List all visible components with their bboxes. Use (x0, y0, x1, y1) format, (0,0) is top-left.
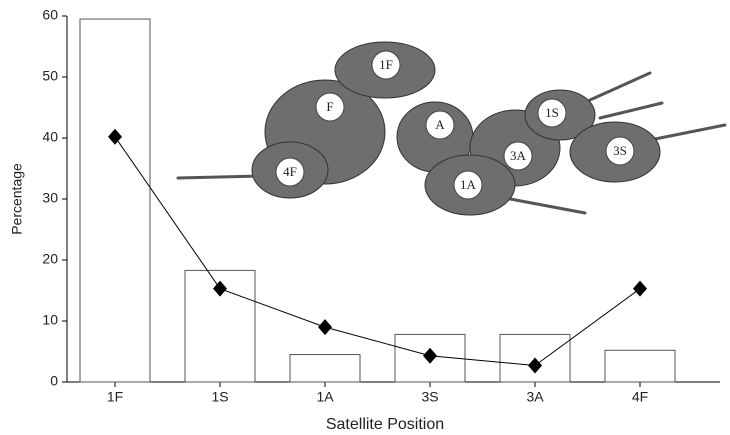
marker (423, 347, 437, 364)
bar (289, 354, 361, 383)
x-tick-label: 3A (526, 389, 544, 405)
x-tick-label: 4F (632, 389, 648, 405)
crab-tail (648, 123, 727, 142)
y-tick-label: 20 (42, 251, 58, 267)
x-tick-label: 1S (211, 389, 228, 405)
illustration-label: 1S (545, 105, 559, 120)
label-badge (275, 157, 305, 187)
illustration-label: 4F (283, 164, 297, 179)
illustration-label: A (435, 117, 445, 132)
y-tick-label: 10 (42, 312, 58, 328)
x-axis-label: Satellite Position (326, 416, 444, 433)
illustration-label: 3S (613, 143, 627, 158)
x-tick-label: 1F (107, 389, 123, 405)
label-badge (315, 92, 345, 122)
y-axis-label: Percentage (9, 163, 25, 235)
label-badge (453, 170, 483, 200)
illustration-label: 1F (379, 57, 393, 72)
bar (79, 18, 151, 383)
illustration-label: 1A (460, 177, 477, 192)
crab-tail (503, 196, 587, 215)
illustration-label: F (326, 99, 333, 114)
crab-tail (598, 101, 664, 120)
illustration-label: 3A (510, 148, 527, 163)
x-tick-label: 1A (316, 389, 334, 405)
y-tick-label: 50 (42, 68, 58, 84)
label-badge (605, 136, 635, 166)
label-badge (425, 110, 455, 140)
marker (318, 319, 332, 336)
y-tick-label: 40 (42, 129, 58, 145)
bar (604, 349, 676, 383)
crab-tail (588, 71, 652, 102)
crab-tail (176, 174, 262, 180)
x-tick-label: 3S (421, 389, 438, 405)
label-badge (537, 98, 567, 128)
y-tick-label: 60 (42, 7, 58, 23)
marker (213, 280, 227, 297)
marker (528, 357, 542, 374)
y-tick-label: 30 (42, 190, 58, 206)
line (114, 136, 641, 367)
y-tick-label: 0 (50, 373, 58, 389)
marker (108, 128, 122, 145)
label-badge (503, 141, 533, 171)
label-badge (371, 50, 401, 80)
marker (633, 280, 647, 297)
